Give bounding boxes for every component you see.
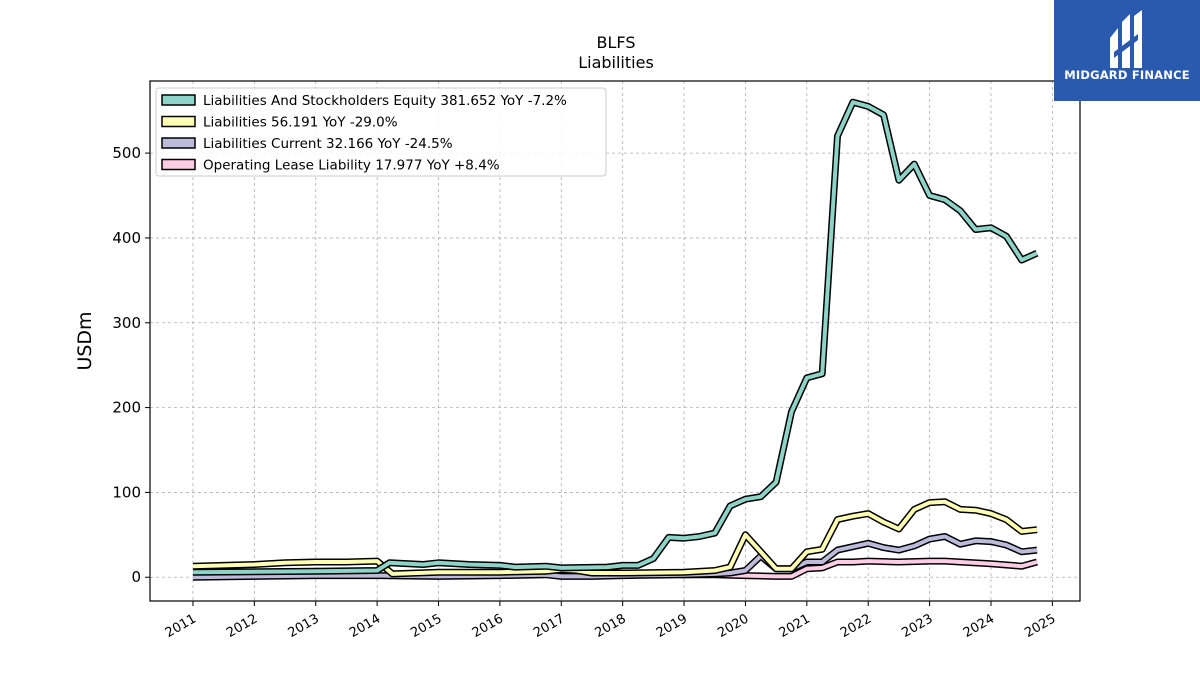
logo-mark-icon — [1110, 10, 1142, 68]
series-line — [192, 100, 1038, 575]
legend-entry: Liabilities And Stockholders Equity 381.… — [203, 93, 567, 109]
legend-swatch — [161, 158, 196, 171]
x-tick-label: 2016 — [470, 611, 506, 641]
logo-text: MIDGARD FINANCE — [1064, 68, 1190, 82]
legend-entry: Operating Lease Liability 17.977 YoY +8.… — [203, 158, 500, 174]
x-tick-label: 2018 — [593, 611, 629, 641]
x-tick-label: 2011 — [163, 611, 199, 641]
x-tick-label: 2017 — [531, 611, 567, 641]
x-tick-label: 2025 — [1022, 611, 1058, 641]
legend-swatch — [161, 94, 196, 106]
x-axis: 2011 2012 2013 2014 2015 2016 2017 2018 2019 2020… — [163, 601, 1058, 641]
x-tick-label: 2020 — [715, 611, 751, 641]
legend-swatch — [161, 115, 196, 128]
x-tick-label: 2024 — [961, 611, 997, 641]
x-tick-label: 2015 — [408, 611, 444, 641]
midgard-finance-logo: MIDGARD FINANCE — [1054, 0, 1200, 101]
chart-title: BLFS — [597, 33, 636, 52]
legend: Liabilities And Stockholders Equity 381.… — [155, 87, 607, 177]
y-axis: 0 100 200 300 400 500 — [112, 144, 150, 586]
legend-box — [155, 87, 607, 177]
x-tick-label: 2023 — [899, 611, 935, 641]
y-tick-label: 400 — [112, 229, 141, 247]
chart-subtitle: Liabilities — [578, 53, 654, 72]
legend-swatch — [161, 137, 196, 149]
y-tick-label: 300 — [112, 314, 141, 332]
y-tick-label: 0 — [131, 568, 141, 586]
x-tick-label: 2012 — [224, 611, 260, 641]
y-tick-label: 100 — [112, 483, 141, 501]
y-tick-label: 500 — [112, 144, 141, 162]
y-tick-label: 200 — [112, 399, 141, 417]
x-tick-label: 2019 — [654, 611, 690, 641]
y-axis-label: USDm — [74, 311, 96, 370]
legend-entry: Liabilities Current 32.166 YoY -24.5% — [203, 136, 453, 152]
legend-entry: Liabilities 56.191 YoY -29.0% — [203, 115, 398, 131]
x-tick-label: 2014 — [347, 611, 383, 641]
series-line — [192, 499, 1038, 576]
x-tick-label: 2022 — [838, 611, 874, 641]
series-lines — [192, 98, 1039, 581]
series-line — [681, 559, 1038, 579]
x-tick-label: 2013 — [286, 611, 322, 641]
x-tick-label: 2021 — [777, 611, 813, 641]
plot-frame — [149, 80, 1081, 602]
